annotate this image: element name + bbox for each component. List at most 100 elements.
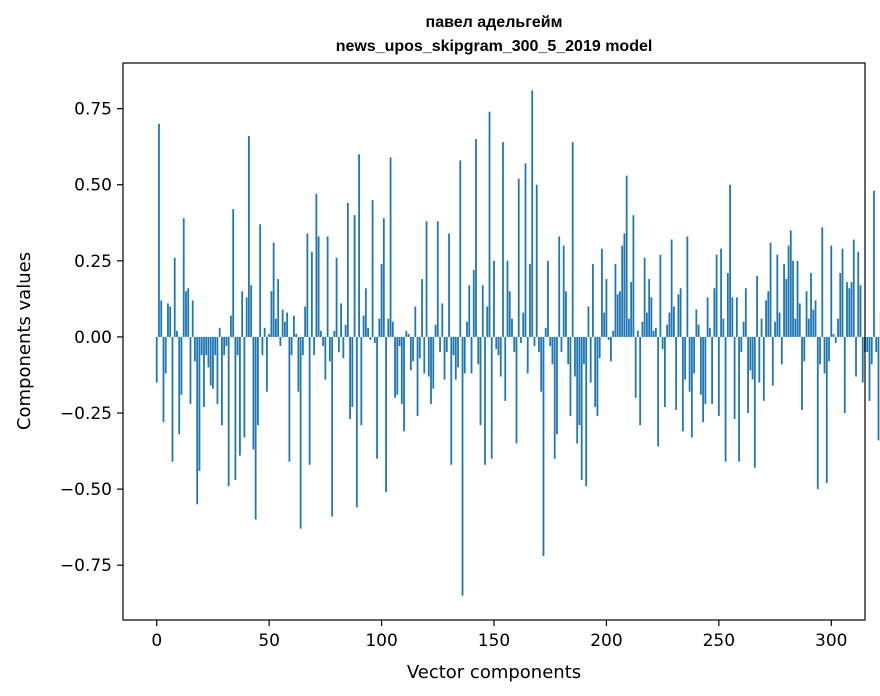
bar	[632, 215, 635, 337]
bar	[749, 336, 752, 371]
bar	[652, 330, 655, 337]
bar	[511, 318, 513, 337]
bar	[704, 336, 707, 404]
bar	[466, 321, 468, 337]
y-tick-label: 0.25	[74, 252, 112, 272]
bar	[472, 269, 475, 337]
bar	[295, 333, 298, 337]
chart-title-line-1: павел адельгейм	[426, 14, 563, 31]
bar	[353, 215, 356, 337]
bar	[639, 336, 642, 426]
bar	[756, 276, 758, 337]
bar	[870, 336, 873, 365]
bar	[551, 336, 554, 365]
bar	[319, 330, 322, 337]
bar	[416, 336, 419, 417]
x-tick-label: 100	[365, 631, 397, 651]
bar	[744, 288, 747, 337]
bar	[724, 336, 727, 462]
bar	[574, 336, 576, 377]
bar	[841, 248, 844, 337]
bar	[805, 291, 808, 337]
bar	[753, 336, 756, 468]
bar	[396, 336, 399, 395]
bar	[729, 184, 731, 337]
bar	[182, 218, 185, 337]
bar	[783, 263, 785, 337]
bar	[533, 336, 536, 347]
bar	[362, 315, 365, 337]
bar	[549, 336, 552, 347]
bar	[468, 285, 471, 337]
bar	[270, 291, 273, 337]
bar	[508, 291, 511, 337]
bar	[216, 336, 219, 404]
bar	[436, 221, 439, 337]
bar	[171, 336, 174, 462]
plot-frame	[122, 62, 866, 621]
bar	[708, 327, 711, 337]
bar	[816, 336, 819, 490]
bar	[747, 336, 749, 414]
bar	[346, 203, 349, 337]
bar	[686, 236, 689, 337]
bar	[275, 318, 277, 337]
bar	[225, 336, 228, 347]
bar	[601, 248, 603, 337]
bar	[823, 336, 826, 374]
bar-series	[155, 90, 880, 596]
bar	[789, 230, 792, 337]
bar	[567, 336, 570, 365]
bar	[628, 318, 630, 337]
bar	[751, 336, 754, 380]
bar	[663, 336, 666, 407]
bar	[641, 321, 644, 337]
bar	[825, 336, 828, 484]
bar	[578, 336, 581, 426]
bar	[688, 336, 691, 392]
bar	[666, 324, 669, 337]
bar	[565, 291, 567, 337]
bar	[470, 336, 473, 374]
bar	[427, 336, 430, 377]
bar	[268, 333, 271, 337]
bar	[497, 336, 500, 356]
bar	[252, 336, 255, 450]
y-tick-label: 0.50	[74, 176, 112, 196]
bar	[299, 336, 302, 529]
bar	[821, 227, 824, 337]
bar	[414, 306, 417, 337]
bar	[281, 309, 284, 337]
bar	[369, 336, 372, 340]
bar	[792, 260, 794, 337]
bar	[771, 336, 774, 386]
bar	[540, 336, 543, 392]
bar	[681, 336, 684, 432]
bar	[544, 327, 547, 337]
bar	[529, 263, 531, 337]
bar	[457, 336, 459, 368]
bar	[191, 300, 194, 337]
bar	[389, 157, 392, 337]
bar	[715, 254, 718, 337]
bar	[542, 336, 545, 557]
bar	[245, 297, 248, 337]
bar	[322, 336, 325, 347]
bar	[612, 330, 615, 337]
bar	[535, 184, 538, 337]
bar	[203, 336, 205, 407]
bar	[758, 336, 761, 383]
bar	[648, 279, 651, 337]
bar	[801, 336, 803, 410]
bar	[499, 336, 502, 377]
bar	[189, 336, 192, 404]
bar	[706, 297, 709, 337]
bar	[592, 263, 594, 337]
bar	[807, 318, 810, 337]
bar	[495, 336, 498, 350]
bar	[272, 242, 275, 337]
bar	[506, 260, 509, 337]
bar	[742, 321, 745, 337]
bar	[266, 336, 268, 392]
